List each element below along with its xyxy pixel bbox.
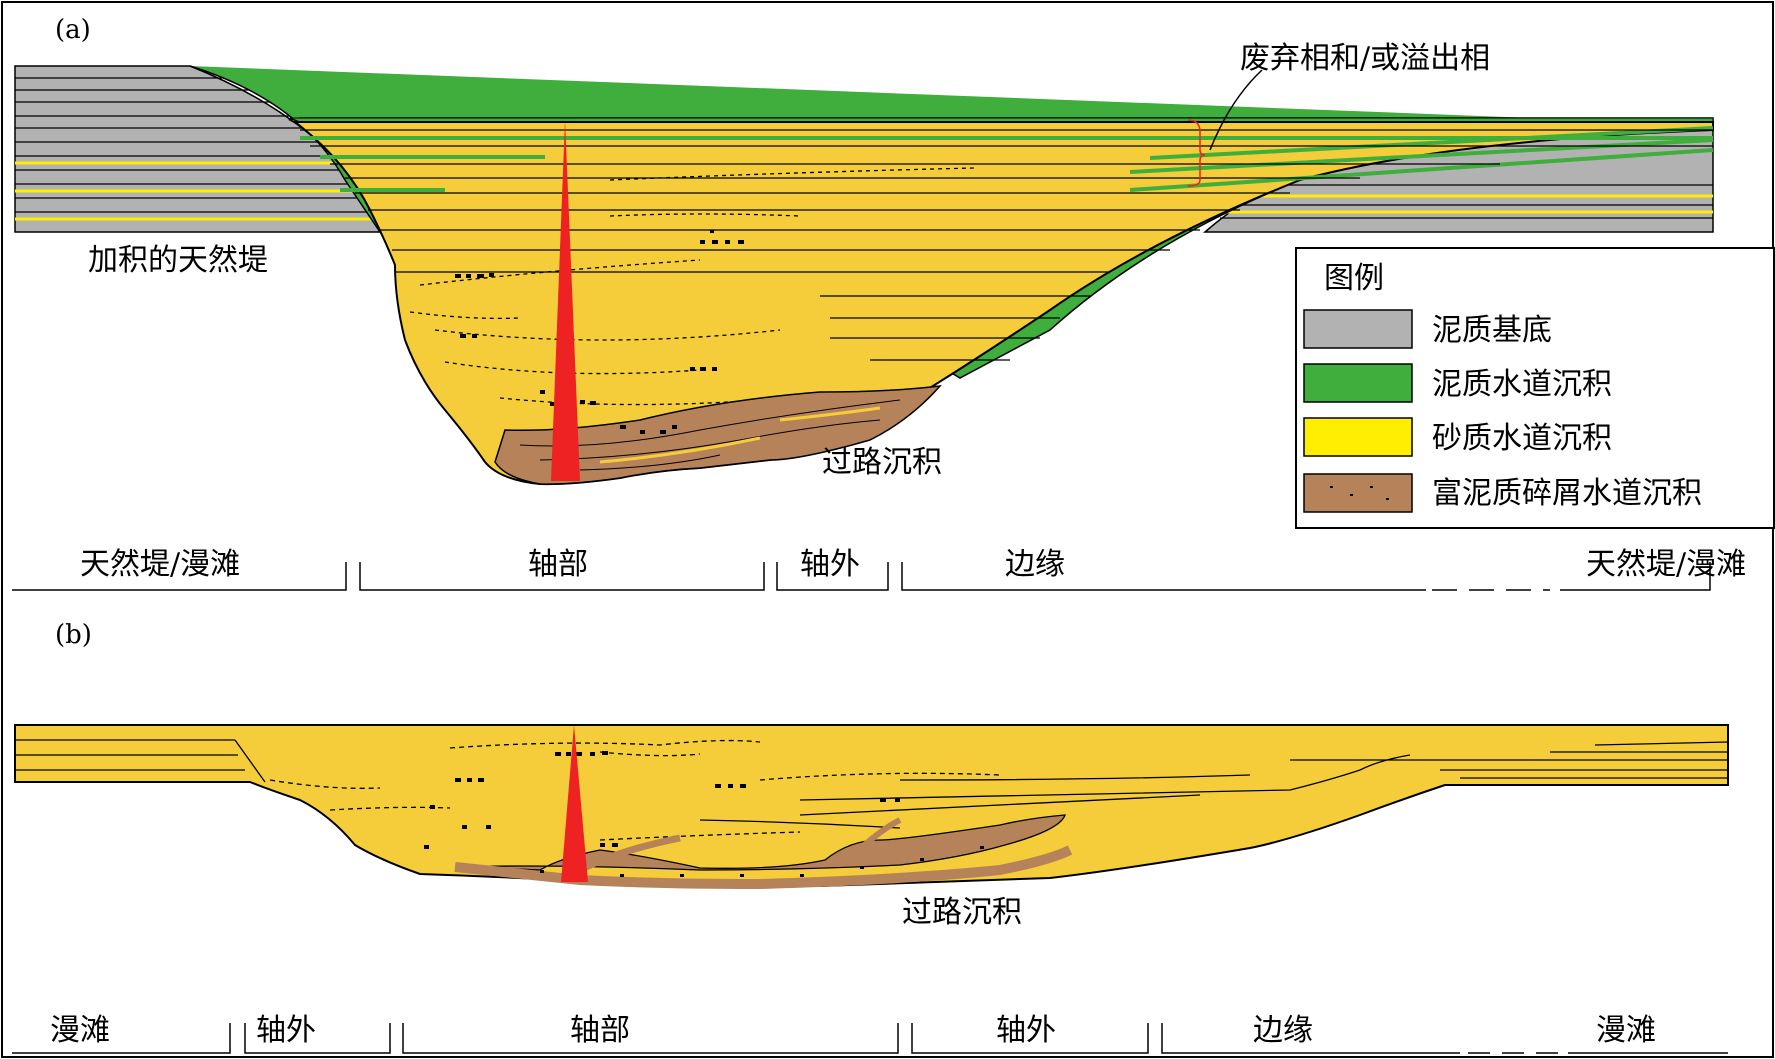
panel-a-label: (a) (55, 15, 91, 45)
panel-b-zones: 漫滩 轴外 轴部 轴外 边缘 漫滩 (12, 1013, 1728, 1054)
panel-a-bedding (300, 129, 1713, 361)
zone-b-6: 漫滩 (1596, 1013, 1656, 1048)
legend-swatch-debris (1303, 473, 1413, 513)
legend-item-debris: 富泥质碎屑水道沉积 (1303, 473, 1702, 513)
panel-b: (b) (12, 620, 1729, 1054)
panel-b-bedding (15, 739, 1729, 829)
annotation-levee: 加积的天然堤 (88, 243, 268, 278)
panel-b-well (561, 725, 588, 882)
legend-label-mud-base: 泥质基底 (1432, 313, 1552, 348)
panel-b-debris-base (454, 845, 1073, 890)
annotation-abandon-facies: 废弃相和/或溢出相 (1240, 41, 1490, 76)
panel-a-debris (494, 385, 942, 485)
legend-label-mud-channel: 泥质水道沉积 (1432, 367, 1612, 402)
panel-b-dashed-surfaces (269, 739, 1001, 841)
zone-a-5: 天然堤/漫滩 (1586, 547, 1746, 582)
legend-swatch-mud-channel (1303, 363, 1413, 403)
legend-swatch-mud-base (1303, 309, 1413, 349)
legend-swatch-sand-channel (1303, 417, 1413, 457)
annotation-bypass-a: 过路沉积 (822, 445, 942, 480)
legend: 图例 泥质基底 泥质水道沉积 砂质水道沉积 富泥质碎屑水道沉积 (1295, 247, 1775, 529)
abandon-bracket (1187, 119, 1206, 187)
zone-a-4: 边缘 (1005, 547, 1065, 582)
annotation-bypass-b: 过路沉积 (902, 895, 1022, 930)
panel-a: (a) (12, 15, 1775, 591)
panel-b-clasts (424, 751, 984, 877)
panel-a-clasts (455, 230, 744, 434)
zone-a-3: 轴外 (800, 547, 860, 582)
zone-b-1: 漫滩 (50, 1013, 110, 1048)
zone-a-2: 轴部 (528, 547, 588, 582)
legend-title: 图例 (1324, 261, 1384, 296)
panel-a-left-basement (14, 65, 382, 233)
zone-b-2: 轴外 (256, 1013, 316, 1048)
legend-label-sand-channel: 砂质水道沉积 (1432, 421, 1612, 456)
legend-item-mud-channel: 泥质水道沉积 (1303, 363, 1612, 403)
legend-item-sand-channel: 砂质水道沉积 (1303, 417, 1612, 457)
panel-a-mud-beds (300, 126, 1714, 192)
zone-b-3: 轴部 (570, 1013, 630, 1048)
panel-a-well (551, 120, 580, 481)
legend-item-mud-base: 泥质基底 (1303, 309, 1552, 349)
annotation-abandon-leader (1209, 69, 1263, 151)
legend-label-debris: 富泥质碎屑水道沉积 (1432, 476, 1702, 511)
zone-b-5: 边缘 (1253, 1013, 1313, 1048)
zone-a-1: 天然堤/漫滩 (80, 547, 240, 582)
panel-a-zones: 天然堤/漫滩 轴部 轴外 边缘 天然堤/漫滩 (12, 547, 1746, 591)
panel-b-label: (b) (55, 620, 92, 650)
zone-b-4: 轴外 (996, 1013, 1056, 1048)
